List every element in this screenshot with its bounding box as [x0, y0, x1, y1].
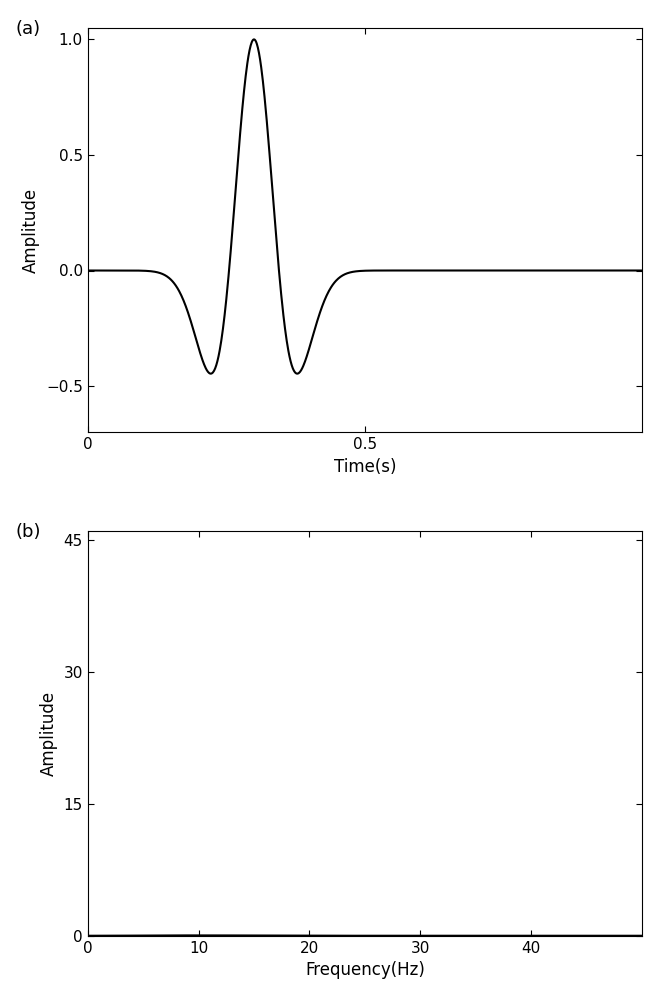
- Text: (b): (b): [15, 523, 41, 541]
- Y-axis label: Amplitude: Amplitude: [40, 691, 58, 776]
- X-axis label: Time(s): Time(s): [333, 458, 396, 476]
- Text: (a): (a): [15, 20, 40, 38]
- X-axis label: Frequency(Hz): Frequency(Hz): [305, 961, 425, 979]
- Y-axis label: Amplitude: Amplitude: [23, 187, 40, 273]
